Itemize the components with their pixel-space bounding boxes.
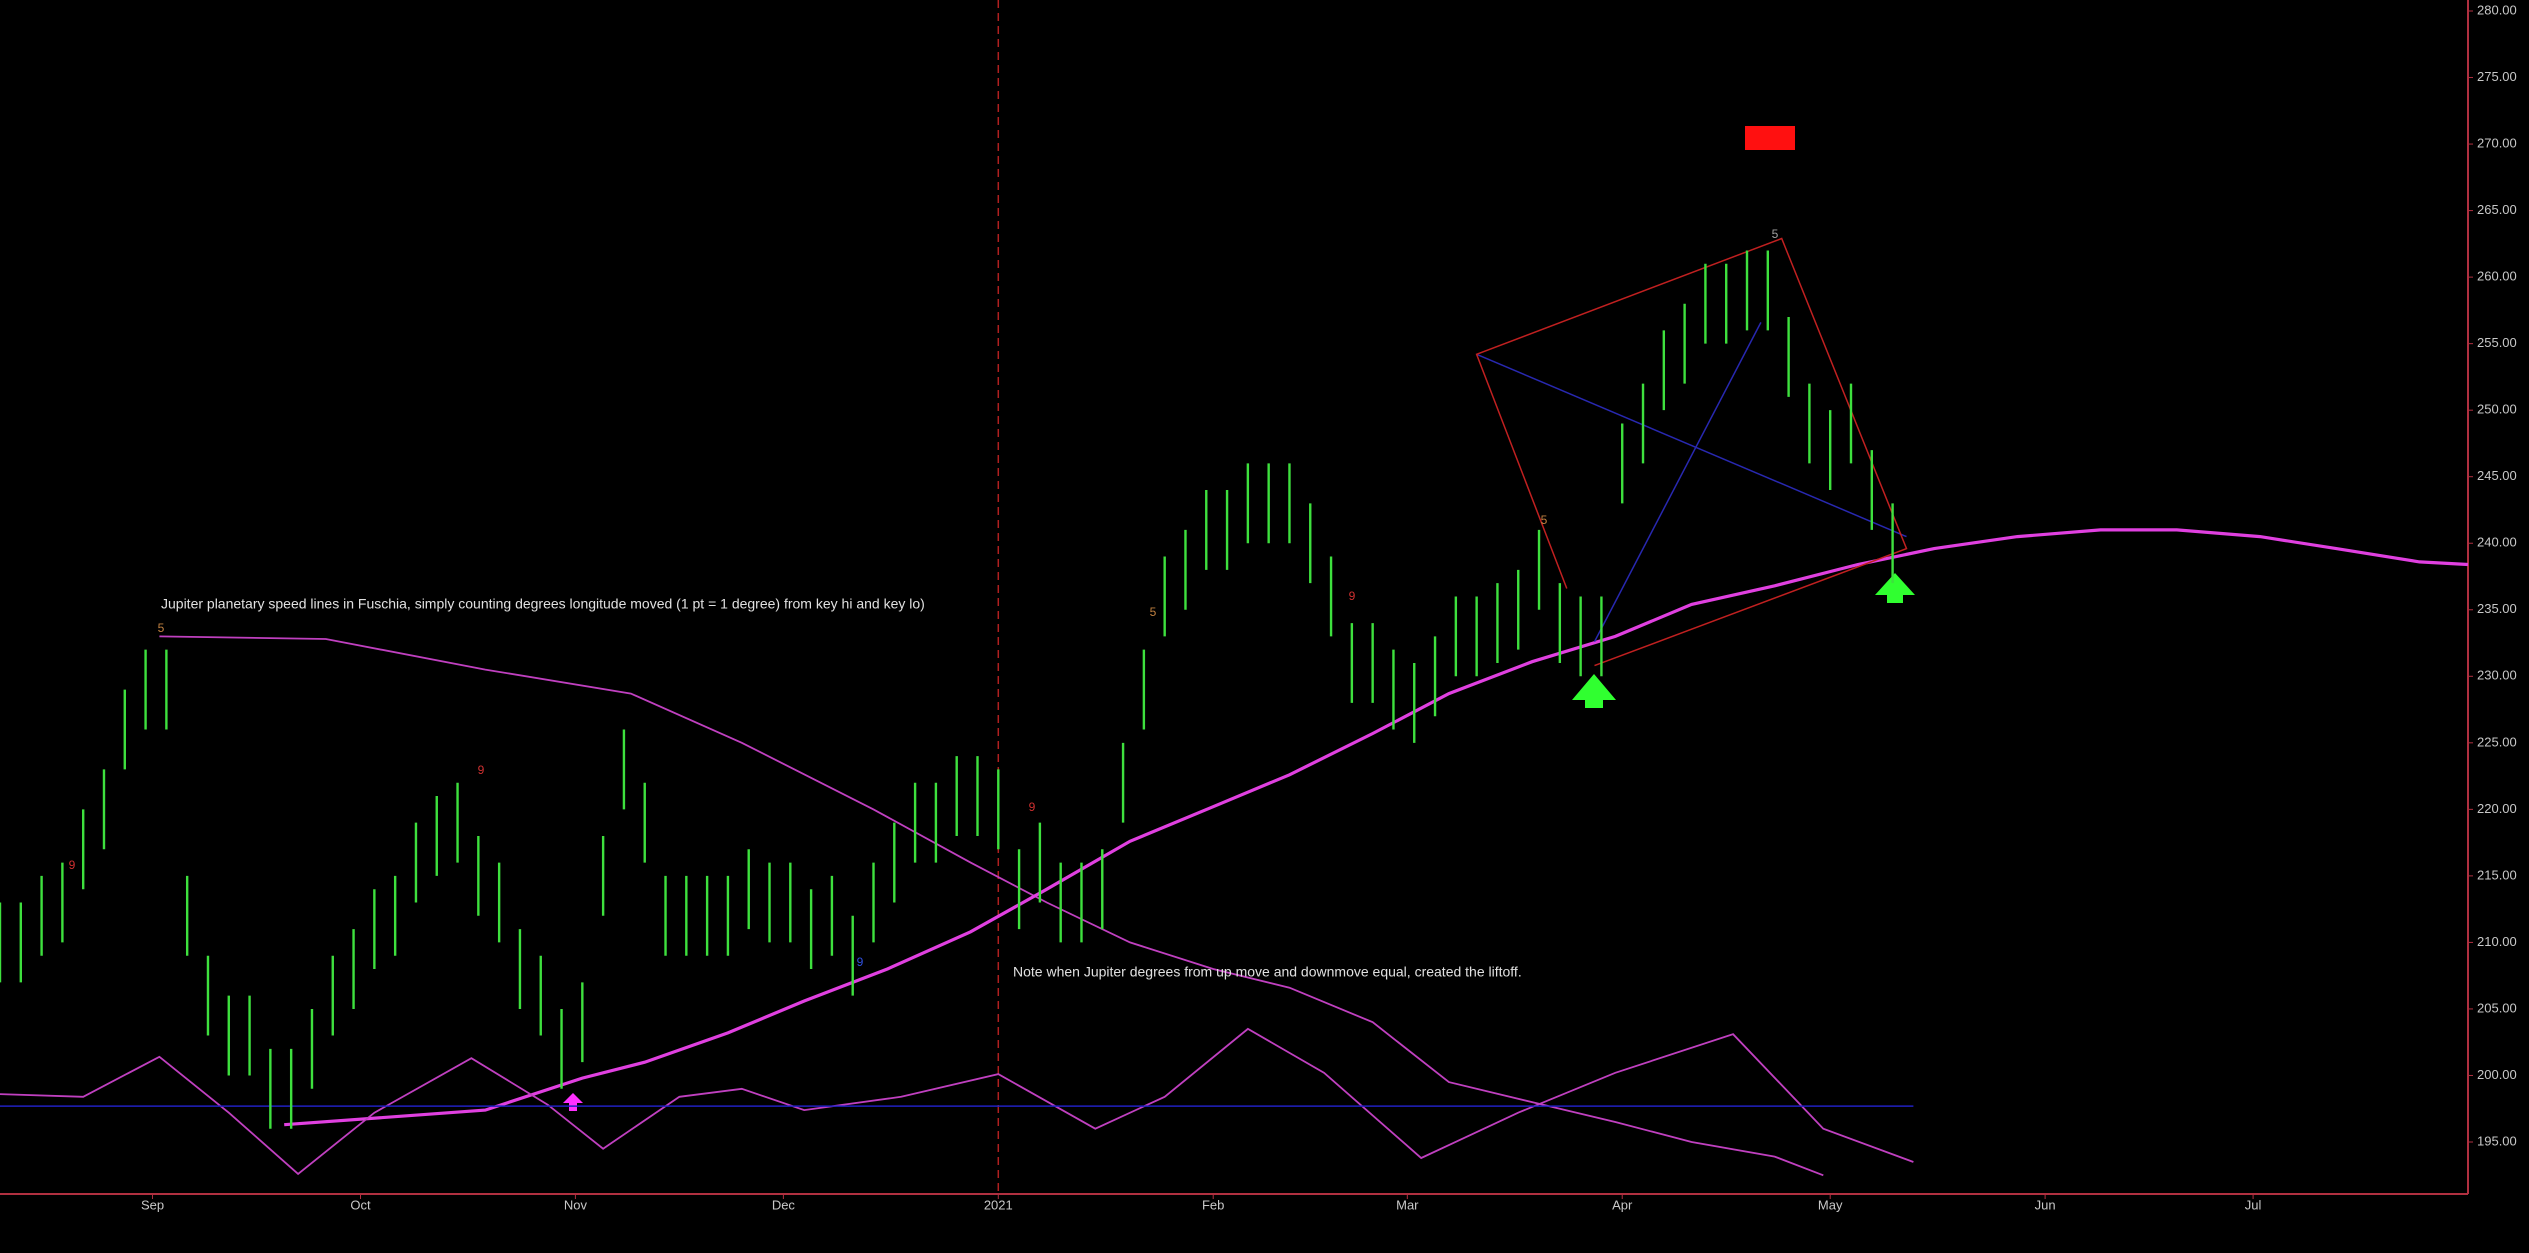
y-tick-label: 240.00: [2477, 535, 2517, 550]
up-arrow: [563, 1093, 583, 1111]
x-tick-label: Feb: [1202, 1197, 1224, 1212]
x-tick-label: Nov: [564, 1197, 588, 1212]
y-tick-label: 225.00: [2477, 734, 2517, 749]
count-label: 5: [158, 621, 165, 635]
up-arrow: [1875, 573, 1915, 603]
y-tick-label: 200.00: [2477, 1067, 2517, 1082]
x-tick-label: 2021: [984, 1197, 1013, 1212]
y-tick-label: 220.00: [2477, 801, 2517, 816]
y-tick-label: 280.00: [2477, 2, 2517, 17]
note: Note when Jupiter degrees from up move a…: [1013, 964, 1522, 980]
x-tick-label: Oct: [350, 1197, 371, 1212]
count-label: 5: [1150, 605, 1157, 619]
overlay-line: [284, 528, 2469, 1127]
count-label: 9: [857, 955, 864, 969]
y-tick-label: 260.00: [2477, 269, 2517, 284]
x-tick-label: Dec: [772, 1197, 796, 1212]
note: Jupiter planetary speed lines in Fuschia…: [161, 596, 925, 612]
x-tick-label: Apr: [1612, 1197, 1633, 1212]
y-tick-label: 230.00: [2477, 668, 2517, 683]
overlay-line: [1593, 322, 1762, 643]
x-tick-label: Jun: [2035, 1197, 2056, 1212]
overlay-line: [159, 635, 1824, 1177]
y-tick-label: 250.00: [2477, 402, 2517, 417]
y-tick-label: 210.00: [2477, 934, 2517, 949]
y-tick-label: 255.00: [2477, 335, 2517, 350]
y-tick-label: 205.00: [2477, 1000, 2517, 1015]
x-tick-label: Jul: [2245, 1197, 2262, 1212]
y-tick-label: 275.00: [2477, 69, 2517, 84]
count-label: 5: [1541, 513, 1548, 527]
up-arrow: [1572, 674, 1616, 708]
count-label: 9: [1029, 800, 1036, 814]
y-tick-label: 270.00: [2477, 135, 2517, 150]
count-label: 9: [478, 763, 485, 777]
y-tick-label: 265.00: [2477, 202, 2517, 217]
count-label: 5: [1772, 227, 1779, 241]
x-tick-label: Sep: [141, 1197, 164, 1212]
overlay-line: [1476, 353, 1907, 538]
count-label: 9: [69, 858, 76, 872]
x-tick-label: Mar: [1396, 1197, 1419, 1212]
overlay-line: [1475, 237, 1908, 667]
y-tick-label: 215.00: [2477, 867, 2517, 882]
count-label: 9: [1349, 589, 1356, 603]
y-tick-label: 245.00: [2477, 468, 2517, 483]
marker-box: [1745, 126, 1795, 150]
y-tick-label: 235.00: [2477, 601, 2517, 616]
x-tick-label: May: [1818, 1197, 1843, 1212]
y-tick-label: 195.00: [2477, 1133, 2517, 1148]
